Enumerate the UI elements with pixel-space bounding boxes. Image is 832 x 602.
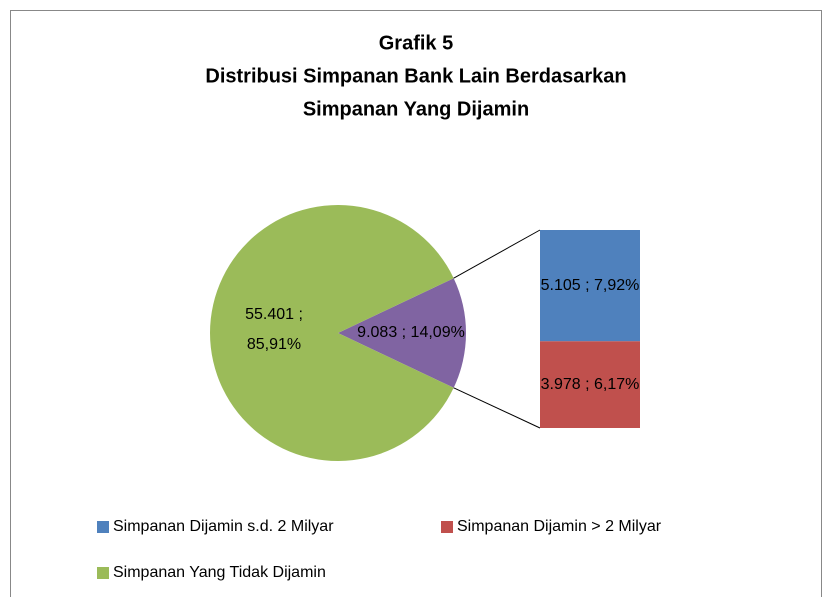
data-label: 3.978 ; 6,17% [541,376,640,393]
bar-segment [540,230,640,342]
legend-swatch [97,521,109,533]
chart-title: Grafik 5 [379,32,453,54]
data-label: 55.401 ; 85,91% [245,306,303,353]
chart-title: Distribusi Simpanan Bank Lain Berdasarka… [205,65,626,87]
legend-swatch [441,521,453,533]
data-label: 5.105 ; 7,92% [541,277,640,294]
data-label: 9.083 ; 14,09% [357,324,465,341]
pie-slice [210,205,454,461]
legend-label: Simpanan Dijamin > 2 Milyar [457,518,662,535]
legend-swatch [97,567,109,579]
pie-slice [338,278,466,388]
legend-label: Simpanan Dijamin s.d. 2 Milyar [113,518,334,535]
legend-label: Simpanan Yang Tidak Dijamin [113,564,326,581]
connector [453,229,541,279]
bar-segment [540,341,640,428]
connector [453,387,541,429]
chart-title: Simpanan Yang Dijamin [303,98,529,120]
chart-frame [10,10,822,597]
